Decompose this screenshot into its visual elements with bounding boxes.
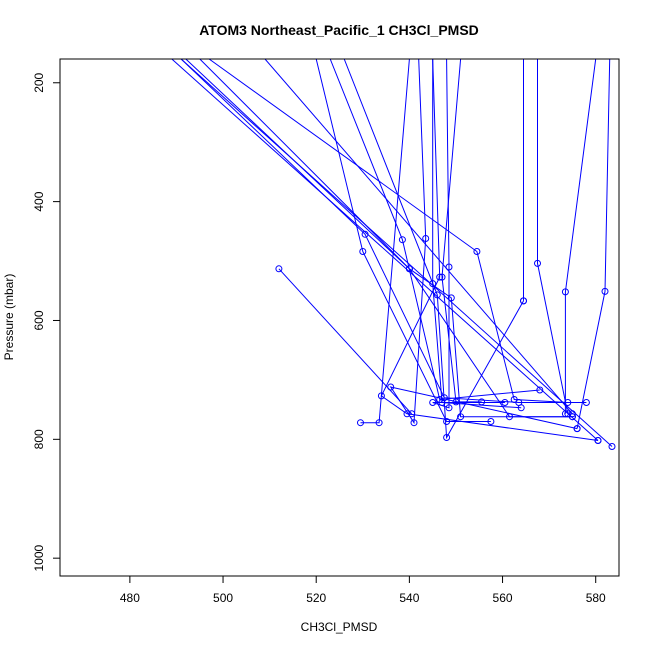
marker-layer [275,230,616,450]
series-line-1 [180,59,587,403]
series-line-2 [208,59,568,403]
data-point [517,404,525,412]
series-line-7 [343,59,524,440]
series-line-20 [576,59,611,429]
data-point [359,248,367,255]
y-axis: 200 400 600 800 1000 [32,72,60,572]
data-point [452,398,460,406]
data-point [534,259,541,267]
data-point [422,235,430,242]
x-tick-label: 540 [399,591,419,605]
data-point [405,265,413,273]
data-point [433,291,441,299]
series-line-18 [537,59,569,414]
data-point [403,410,411,418]
data-point [561,288,569,296]
data-point [564,410,572,418]
data-point [536,386,544,394]
series-line-15 [380,59,599,441]
series-line-10 [171,59,599,441]
data-point [568,410,576,418]
y-tick-label: 600 [32,310,46,330]
data-point [375,419,383,427]
x-tick-label: 500 [213,591,233,605]
series-line-5 [185,59,573,418]
series-line-16 [441,59,482,403]
data-point [473,248,481,255]
data-point [408,410,416,418]
data-point [447,294,455,302]
series-layer [171,59,613,447]
data-point [361,230,369,238]
plot-frame [59,58,620,577]
x-axis-label: CH3Cl_PMSD [301,620,378,634]
data-point [398,236,406,244]
data-point [443,418,451,425]
data-point [478,398,486,406]
x-axis: 480 500 520 540 560 580 [120,576,606,605]
data-point [564,399,572,406]
series-line-14 [389,59,578,430]
series-line-19 [564,59,597,414]
series-line-6 [199,59,573,418]
data-point [520,297,527,305]
data-point [510,396,518,403]
data-point [445,263,453,271]
data-point [601,287,609,295]
data-point [443,434,451,441]
data-point [438,399,446,406]
y-tick-label: 800 [32,429,46,449]
series-line-13 [432,59,505,409]
y-tick-label: 400 [32,191,46,211]
data-point [436,273,444,281]
data-point [357,419,364,427]
x-tick-label: 560 [493,591,513,605]
data-point [561,410,569,418]
data-point [457,413,465,421]
data-point [429,399,437,406]
y-axis-label: Pressure (mbar) [2,274,16,361]
series-line-9 [180,59,613,447]
series-line-8 [264,59,573,415]
data-point [377,392,385,400]
data-point [487,418,495,425]
x-tick-label: 580 [586,591,606,605]
chart-title: ATOM3 Northeast_Pacific_1 CH3Cl_PMSD [199,22,479,38]
data-point [501,399,509,406]
series-line-0 [278,268,413,415]
data-point [573,425,581,433]
data-point [506,413,513,421]
series-line-3 [315,59,491,422]
data-point [582,399,590,406]
data-point [445,404,453,412]
data-point [387,383,395,391]
x-tick-label: 520 [306,591,326,605]
data-point [275,265,283,273]
data-point [438,273,446,281]
x-tick-label: 480 [120,591,140,605]
series-line-4 [329,59,540,401]
data-point [608,443,616,450]
data-point [429,280,437,288]
series-line-11 [360,59,410,424]
y-tick-label: 200 [32,72,46,92]
y-tick-label: 1000 [32,545,46,572]
data-point [410,419,418,427]
data-point [594,437,602,444]
